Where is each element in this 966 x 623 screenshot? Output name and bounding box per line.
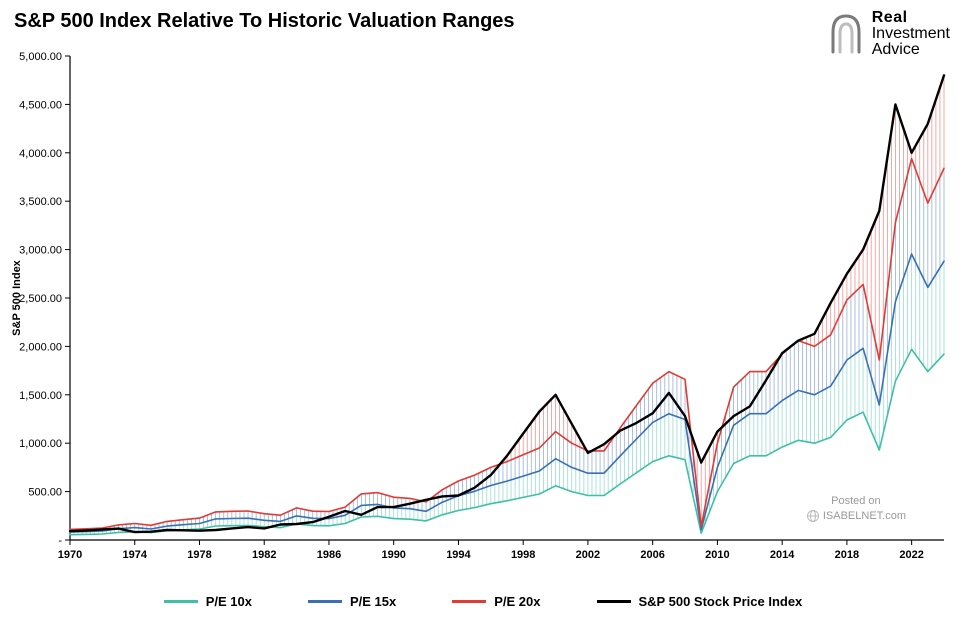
svg-text:S&P 500 Index: S&P 500 Index	[11, 259, 23, 335]
svg-text:1978: 1978	[187, 549, 211, 561]
svg-text:2006: 2006	[640, 549, 664, 561]
svg-text:-: -	[58, 535, 62, 547]
svg-text:1970: 1970	[58, 549, 82, 561]
svg-text:3,000.00: 3,000.00	[19, 245, 62, 257]
svg-text:500.00: 500.00	[28, 487, 62, 499]
svg-text:4,500.00: 4,500.00	[19, 99, 62, 111]
line-chart: - 500.00 1,000.00 1,500.00 2,000.00 2,500.00 3…	[0, 0, 966, 623]
svg-text:1998: 1998	[511, 549, 535, 561]
svg-text:2014: 2014	[770, 549, 795, 561]
legend-item: P/E 20x	[452, 594, 540, 609]
svg-text:1986: 1986	[317, 549, 341, 561]
svg-text:1990: 1990	[381, 549, 405, 561]
legend-item: P/E 15x	[308, 594, 396, 609]
legend-item: P/E 10x	[164, 594, 252, 609]
svg-text:2,500.00: 2,500.00	[19, 293, 62, 305]
legend-swatch	[452, 600, 486, 603]
legend-swatch	[597, 600, 631, 603]
chart-legend: P/E 10x P/E 15x P/E 20x S&P 500 Stock Price…	[0, 591, 966, 609]
svg-text:2018: 2018	[835, 549, 859, 561]
svg-text:1,000.00: 1,000.00	[19, 438, 62, 450]
svg-text:3,500.00: 3,500.00	[19, 196, 62, 208]
attribution-line-1: Posted on	[806, 494, 906, 508]
svg-text:2010: 2010	[705, 549, 729, 561]
legend-item: S&P 500 Stock Price Index	[597, 594, 803, 609]
legend-swatch	[308, 600, 342, 603]
svg-text:1994: 1994	[446, 549, 471, 561]
svg-text:1974: 1974	[122, 549, 147, 561]
svg-text:2,000.00: 2,000.00	[19, 341, 62, 353]
legend-swatch	[164, 600, 198, 603]
svg-text:1982: 1982	[252, 549, 276, 561]
svg-text:5,000.00: 5,000.00	[19, 51, 62, 63]
svg-text:2022: 2022	[899, 549, 923, 561]
legend-label: P/E 10x	[206, 594, 252, 609]
globe-icon	[806, 509, 820, 523]
svg-text:4,000.00: 4,000.00	[19, 148, 62, 160]
legend-label: P/E 20x	[494, 594, 540, 609]
legend-label: P/E 15x	[350, 594, 396, 609]
attribution-line-2: ISABELNET.com	[823, 510, 906, 522]
attribution: Posted on ISABELNET.com	[806, 494, 906, 523]
legend-label: S&P 500 Stock Price Index	[639, 594, 803, 609]
svg-text:1,500.00: 1,500.00	[19, 390, 62, 402]
svg-text:2002: 2002	[576, 549, 600, 561]
